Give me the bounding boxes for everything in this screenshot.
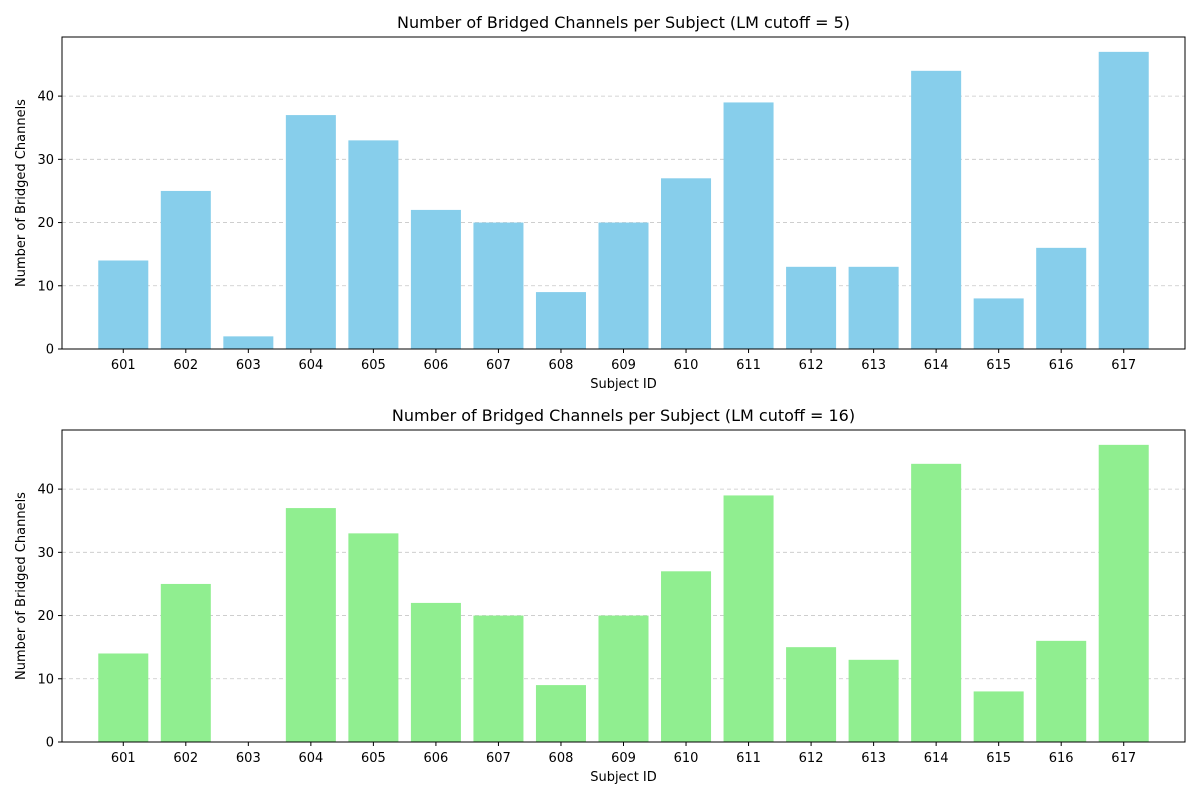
chart-1-x-axis-label: Subject ID (590, 377, 657, 392)
bar-601 (98, 260, 149, 349)
bar-610 (661, 571, 712, 742)
bar-606 (410, 209, 461, 349)
x-tick-label-610: 610 (674, 751, 699, 766)
x-tick-label-616: 616 (1049, 358, 1074, 373)
bar-607 (473, 615, 524, 742)
x-tick-label-608: 608 (549, 751, 574, 766)
bar-604 (285, 508, 336, 742)
bar-601 (98, 653, 149, 742)
bar-614 (911, 463, 962, 742)
x-tick-label-613: 613 (861, 751, 886, 766)
x-tick-label-609: 609 (611, 358, 636, 373)
bar-608 (535, 292, 586, 349)
chart-lm-cutoff-16: 0 10 20 30 40 601 602 603 604 605 606 607 608 609 610… (14, 406, 1186, 785)
x-tick-label-617: 617 (1111, 358, 1136, 373)
y-tick-label: 10 (37, 279, 54, 294)
y-tick-label: 20 (37, 216, 54, 231)
chart-2-x-axis-label: Subject ID (590, 770, 657, 785)
x-tick-label-606: 606 (424, 751, 449, 766)
bar-615 (973, 691, 1024, 742)
bar-612 (786, 647, 837, 742)
x-tick-label-617: 617 (1111, 751, 1136, 766)
bar-602 (160, 583, 211, 742)
chart-1-y-axis-ticks: 0 10 20 30 40 (37, 90, 62, 358)
y-tick-label: 30 (37, 153, 54, 168)
x-tick-label-604: 604 (298, 358, 323, 373)
chart-2-y-axis-label: Number of Bridged Channels (14, 492, 29, 680)
x-tick-label-601: 601 (111, 358, 136, 373)
bar-602 (160, 190, 211, 349)
chart-1-title: Number of Bridged Channels per Subject (… (397, 13, 850, 32)
x-tick-label-603: 603 (236, 358, 261, 373)
bar-609 (598, 222, 649, 349)
x-tick-label-614: 614 (924, 751, 949, 766)
chart-2-bars (98, 444, 1149, 742)
y-tick-label: 10 (37, 672, 54, 687)
bar-613 (848, 266, 899, 349)
x-tick-label-606: 606 (424, 358, 449, 373)
x-tick-label-607: 607 (486, 358, 511, 373)
bar-612 (786, 266, 837, 349)
x-tick-label-615: 615 (986, 751, 1011, 766)
y-tick-label: 0 (46, 343, 54, 358)
chart-1-y-axis-label: Number of Bridged Channels (14, 99, 29, 287)
bar-603 (223, 336, 274, 349)
x-tick-label-608: 608 (549, 358, 574, 373)
x-tick-label-610: 610 (674, 358, 699, 373)
x-tick-label-611: 611 (736, 358, 761, 373)
bar-608 (535, 685, 586, 742)
x-tick-label-601: 601 (111, 751, 136, 766)
x-tick-label-607: 607 (486, 751, 511, 766)
bar-605 (348, 533, 399, 742)
x-tick-label-605: 605 (361, 751, 386, 766)
x-tick-label-611: 611 (736, 751, 761, 766)
x-tick-label-602: 602 (173, 751, 198, 766)
x-tick-label-604: 604 (298, 751, 323, 766)
bar-617 (1098, 51, 1149, 349)
y-tick-label: 40 (37, 90, 54, 105)
chart-1-x-axis-ticks: 601 602 603 604 605 606 607 608 609 610 611 612 613 6… (111, 349, 1136, 373)
bar-617 (1098, 444, 1149, 742)
bar-610 (661, 178, 712, 349)
bar-611 (723, 102, 774, 349)
chart-2-title: Number of Bridged Channels per Subject (… (392, 406, 855, 425)
x-tick-label-614: 614 (924, 358, 949, 373)
y-tick-label: 0 (46, 736, 54, 751)
x-tick-label-605: 605 (361, 358, 386, 373)
chart-lm-cutoff-5: 0 10 20 30 40 601 602 603 604 605 606 607 608 609 610… (14, 13, 1186, 392)
x-tick-label-613: 613 (861, 358, 886, 373)
x-tick-label-616: 616 (1049, 751, 1074, 766)
bar-613 (848, 659, 899, 742)
y-tick-label: 30 (37, 546, 54, 561)
y-tick-label: 40 (37, 483, 54, 498)
x-tick-label-612: 612 (799, 751, 824, 766)
y-tick-label: 20 (37, 609, 54, 624)
bar-611 (723, 495, 774, 742)
bar-607 (473, 222, 524, 349)
bar-615 (973, 298, 1024, 349)
bar-614 (911, 70, 962, 350)
bar-609 (598, 615, 649, 742)
bar-616 (1036, 247, 1087, 349)
chart-2-y-axis-ticks: 0 10 20 30 40 (37, 483, 62, 751)
bar-604 (285, 115, 336, 349)
x-tick-label-615: 615 (986, 358, 1011, 373)
bar-605 (348, 140, 399, 349)
chart-1-bars (98, 51, 1149, 350)
chart-2-x-axis-ticks: 601 602 603 604 605 606 607 608 609 610 611 612 613 6… (111, 742, 1136, 766)
bar-606 (410, 602, 461, 742)
x-tick-label-602: 602 (173, 358, 198, 373)
x-tick-label-609: 609 (611, 751, 636, 766)
bar-616 (1036, 640, 1087, 742)
x-tick-label-603: 603 (236, 751, 261, 766)
x-tick-label-612: 612 (799, 358, 824, 373)
